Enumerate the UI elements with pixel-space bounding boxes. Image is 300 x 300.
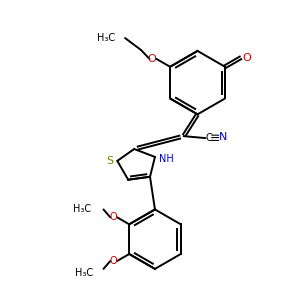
- Text: N: N: [219, 132, 227, 142]
- Text: O: O: [148, 54, 157, 64]
- Text: O: O: [242, 53, 251, 63]
- Text: H₃C: H₃C: [75, 268, 94, 278]
- Text: C: C: [205, 133, 212, 143]
- Text: NH: NH: [160, 154, 174, 164]
- Text: O: O: [109, 212, 117, 222]
- Text: H₃C: H₃C: [97, 33, 115, 43]
- Text: ≡: ≡: [210, 132, 220, 145]
- Text: O: O: [109, 256, 117, 266]
- Text: H₃C: H₃C: [74, 204, 92, 214]
- Text: S: S: [106, 156, 113, 166]
